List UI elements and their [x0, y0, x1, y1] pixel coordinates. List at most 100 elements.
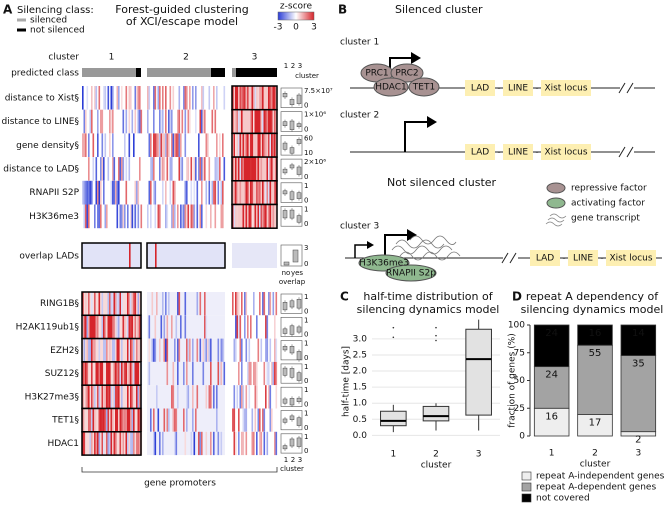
heat-stripe — [124, 204, 126, 229]
mini-scale: 1 — [304, 182, 308, 190]
heat-stripe — [171, 204, 173, 229]
heat-stripe — [239, 86, 242, 110]
heat-stripe — [184, 292, 187, 316]
heat-stripe — [83, 204, 86, 229]
box — [422, 405, 450, 422]
heat-stripe — [110, 292, 113, 316]
heat-stripe — [116, 361, 119, 386]
heat-stripe — [101, 133, 104, 158]
heat-stripe — [201, 86, 203, 110]
legend-title: Silencing class: — [17, 5, 94, 16]
heat-stripe — [233, 385, 236, 409]
mini-axis-label: overlap — [279, 278, 306, 286]
heat-stripe — [181, 157, 184, 181]
colorbar — [277, 11, 315, 21]
heat-stripe — [85, 315, 87, 339]
class-bar — [211, 68, 225, 77]
heat-stripe — [151, 157, 154, 181]
heat-stripe — [153, 157, 155, 181]
transcript — [391, 235, 461, 261]
heat-stripe — [83, 133, 86, 158]
heat-stripe — [103, 157, 105, 181]
heat-stripe — [263, 109, 266, 134]
heat-stripe — [121, 292, 123, 316]
heat-stripe — [172, 133, 175, 158]
locus-label: Xist locus — [609, 254, 652, 264]
heat-stripe — [233, 408, 236, 432]
heat-stripe — [268, 109, 270, 134]
heat-stripe — [199, 292, 202, 316]
heat-stripe — [198, 431, 200, 456]
heat-stripe — [137, 292, 140, 316]
heat-stripe — [97, 431, 99, 456]
mini-box — [289, 325, 295, 335]
heat-stripe — [172, 408, 175, 432]
heat-stripe — [257, 133, 260, 158]
heat-stripe — [153, 109, 155, 134]
separator: - — [535, 148, 538, 158]
heat-stripe — [119, 315, 122, 339]
factor-label: TET1 — [412, 83, 435, 93]
separator: - — [497, 84, 500, 94]
heat-stripe — [266, 109, 269, 134]
heat-stripe — [268, 180, 270, 205]
heat-stripe — [205, 133, 208, 158]
heat-stripe — [178, 157, 181, 181]
heat-stripe — [190, 157, 193, 181]
heat-stripe — [110, 315, 113, 339]
heat-stripe — [125, 157, 128, 181]
heat-stripe — [253, 157, 255, 181]
heat-stripe — [217, 180, 220, 205]
heat-stripe — [232, 157, 234, 181]
heat-stripe — [165, 86, 167, 110]
heat-stripe — [94, 204, 96, 229]
heat-stripe — [165, 109, 167, 134]
mini-box — [289, 99, 295, 105]
mini-box — [296, 372, 302, 381]
heat-stripe — [217, 361, 220, 386]
heat-stripe — [263, 292, 266, 316]
heat-stripe — [125, 180, 128, 205]
heat-stripe — [104, 204, 107, 229]
heat-stripe — [233, 133, 236, 158]
heat-stripe — [125, 408, 128, 432]
heat-stripe — [223, 361, 226, 386]
heat-stripe — [101, 361, 104, 386]
heat-stripe — [89, 338, 92, 362]
heat-stripe — [242, 204, 245, 229]
heat-stripe — [131, 431, 134, 456]
heat-stripe — [260, 204, 263, 229]
heat-stripe — [178, 133, 181, 158]
heat-stripe — [196, 385, 199, 409]
heat-stripe — [130, 408, 132, 432]
locus-label: LINE — [573, 254, 593, 264]
heat-stripe — [154, 431, 157, 456]
heat-stripe — [193, 204, 196, 229]
heat-stripe — [256, 431, 258, 456]
heat-stripe — [251, 180, 254, 205]
heat-stripe — [137, 86, 140, 110]
heat-stripe — [265, 133, 267, 158]
heat-stripe — [266, 180, 269, 205]
heat-stripe — [205, 180, 208, 205]
heat-stripe — [119, 408, 122, 432]
flier — [435, 326, 437, 329]
heat-stripe — [181, 204, 184, 229]
heat-stripe — [107, 361, 110, 386]
heat-stripe — [148, 338, 151, 362]
heat-stripe — [122, 361, 125, 386]
data-label: 17 — [589, 418, 602, 429]
heat-stripe — [137, 204, 140, 229]
row-label: distance to LAD§ — [3, 164, 79, 174]
heat-stripe — [269, 180, 272, 205]
heat-stripe — [118, 338, 120, 362]
heat-stripe — [98, 385, 101, 409]
heat-stripe — [177, 361, 179, 386]
heat-stripe — [247, 180, 249, 205]
heat-stripe — [250, 315, 252, 339]
mini-axis-label: cluster — [280, 465, 304, 473]
y-tick-label: 75 — [514, 348, 525, 358]
heat-stripe — [109, 431, 111, 456]
heat-stripe — [260, 86, 263, 110]
heat-stripe — [242, 385, 245, 409]
